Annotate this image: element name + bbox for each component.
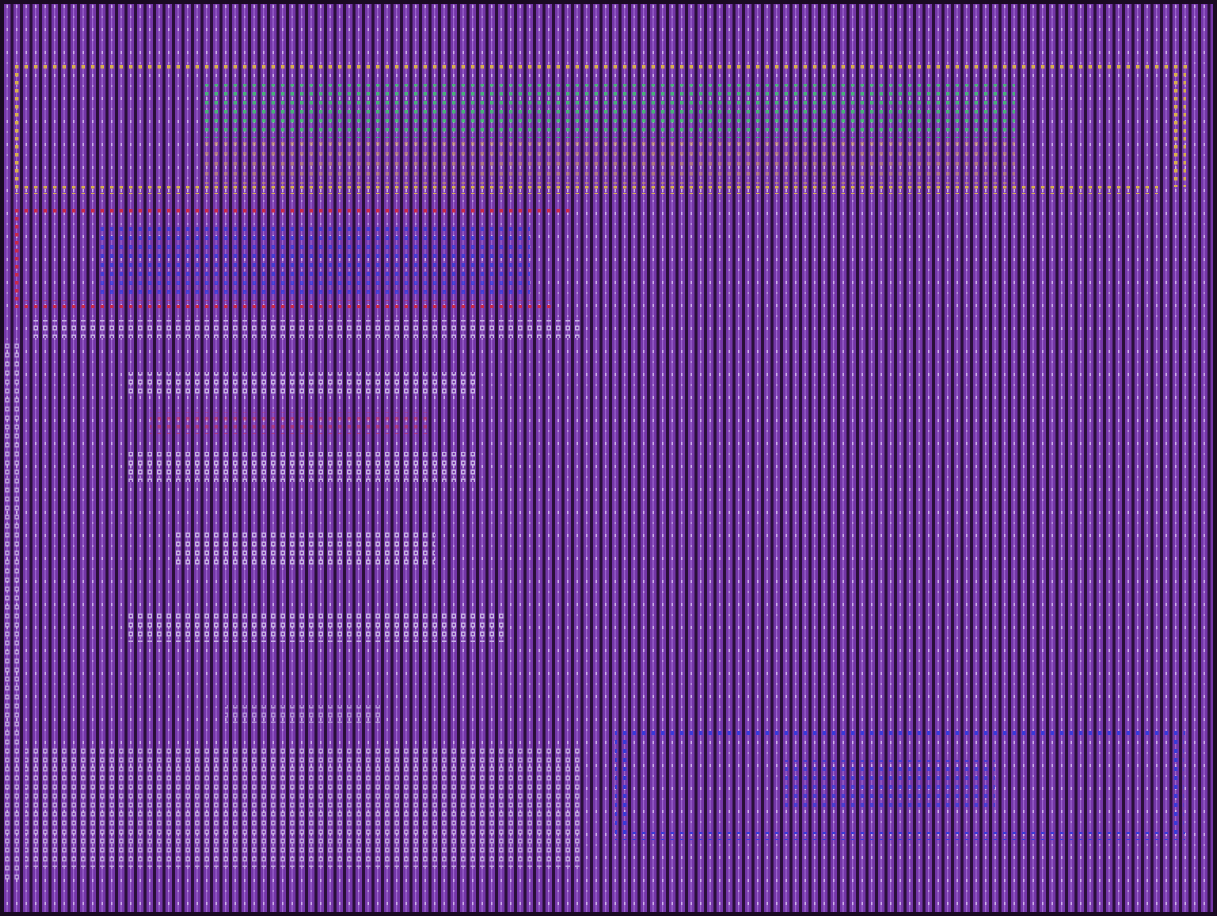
menu-item [175, 530, 435, 568]
menu [4, 320, 580, 880]
menu-item [225, 705, 385, 723]
menu-row [30, 320, 580, 338]
menu-grid [25, 745, 580, 867]
menu-item [125, 372, 480, 394]
header-title [200, 84, 1015, 138]
header-subtitle [200, 140, 1015, 184]
menu-item [150, 412, 430, 434]
menu-border [4, 340, 20, 880]
info-box [615, 730, 1185, 840]
header-panel [10, 62, 1188, 194]
menu-item [125, 612, 505, 642]
status-panel [10, 208, 575, 308]
status-text [100, 225, 530, 295]
menu-item [125, 452, 480, 482]
info-text [785, 760, 995, 810]
